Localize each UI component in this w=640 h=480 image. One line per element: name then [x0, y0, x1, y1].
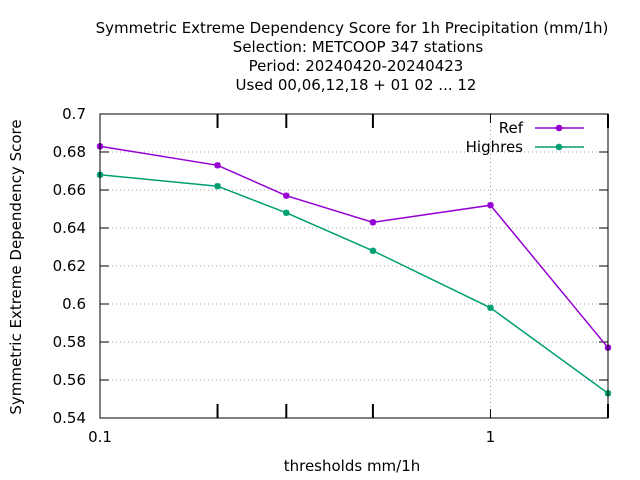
series-line-ref — [99, 145, 609, 349]
plot-frame — [99, 113, 609, 419]
data-point-highres — [283, 209, 290, 216]
data-point-highres — [369, 247, 377, 254]
y-tick-label: 0.54 — [53, 409, 86, 427]
title-line-3: Period: 20240420-20240423 — [249, 57, 464, 75]
legend-marker-ref — [555, 124, 563, 132]
data-point-ref — [487, 202, 494, 209]
legend-marker-highres — [555, 143, 563, 151]
x-tick-label: 0.1 — [88, 428, 112, 446]
y-tick-label: 0.62 — [53, 257, 86, 275]
y-tick-label: 0.58 — [53, 333, 86, 351]
series-lines — [96, 143, 612, 397]
data-point-ref — [214, 162, 221, 169]
legend-label-highres: Highres — [466, 138, 524, 156]
legend-label-ref: Ref — [499, 119, 524, 137]
x-tick-label: 1 — [486, 428, 496, 446]
axis-ticks — [99, 113, 609, 419]
x-axis-label: thresholds mm/1h — [284, 457, 421, 475]
title-line-1: Symmetric Extreme Dependency Score for 1… — [96, 19, 609, 37]
x-tick-labels: 0.1 1 — [88, 428, 495, 446]
data-point-ref — [283, 192, 290, 199]
grid — [100, 114, 608, 418]
title-line-4: Used 00,06,12,18 + 01 02 ... 12 — [236, 76, 477, 94]
series-line-highres — [99, 174, 609, 394]
data-point-highres — [214, 183, 221, 190]
y-tick-label: 0.7 — [62, 105, 86, 123]
y-tick-labels: 0.54 0.56 0.58 0.6 0.62 0.64 0.66 0.68 0.7 — [53, 105, 86, 427]
y-tick-label: 0.56 — [53, 371, 86, 389]
y-tick-label: 0.64 — [53, 219, 86, 237]
y-tick-label: 0.6 — [62, 295, 86, 313]
title-line-2: Selection: METCOOP 347 stations — [233, 38, 484, 56]
y-axis-label: Symmetric Extreme Dependency Score — [7, 119, 25, 414]
data-point-highres — [487, 304, 494, 311]
y-tick-label: 0.68 — [53, 143, 86, 161]
chart-title: Symmetric Extreme Dependency Score for 1… — [96, 19, 609, 94]
y-tick-label: 0.66 — [53, 181, 86, 199]
data-point-ref — [369, 219, 377, 226]
